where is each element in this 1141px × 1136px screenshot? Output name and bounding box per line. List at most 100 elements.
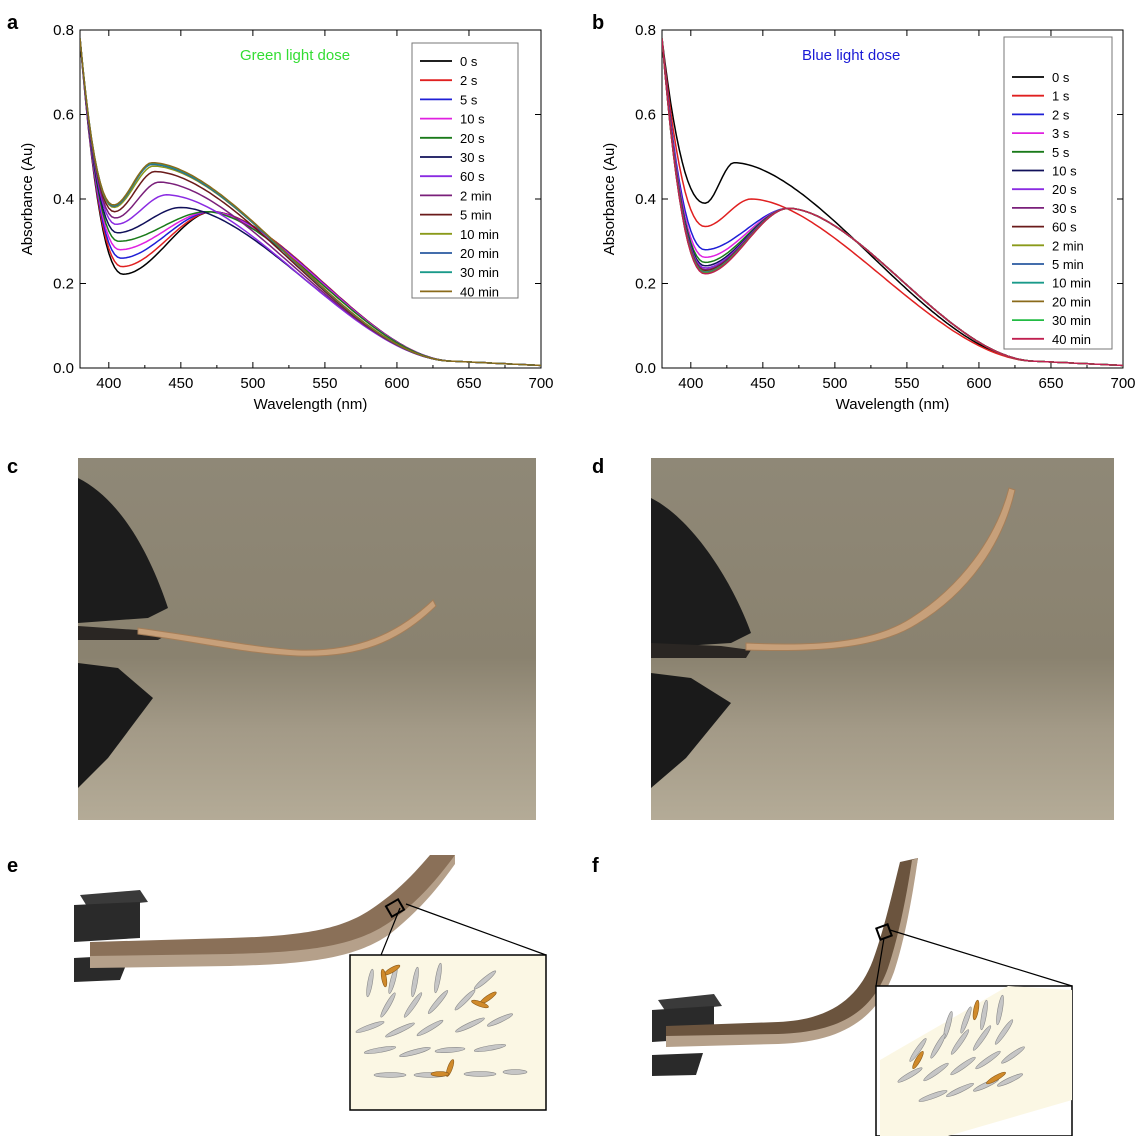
rod-molecule [434,962,442,994]
rod-molecule [980,999,988,1031]
zoom-line-right [889,929,1073,987]
rod-molecule [994,1019,1014,1045]
rod-molecule [930,1033,946,1059]
legend-label: 5 s [1052,145,1070,160]
rod-molecule [411,966,419,998]
legend-label: 10 s [460,112,485,127]
legend-label: 2 min [1052,238,1084,253]
y-tick-label: 0.8 [53,22,74,39]
clamp-upper-block [74,902,140,942]
bent-molecule [471,999,489,1009]
bent-molecule [972,999,980,1021]
rod-molecule [385,1022,415,1038]
rod-molecule [473,970,497,990]
film-side-face [90,855,455,968]
rod-molecule [950,1056,976,1076]
rod-molecule [416,1019,444,1037]
panel-letter-a: a [7,12,19,34]
film-strip [745,487,1016,652]
x-tick-label: 450 [168,375,193,392]
legend-label: 60 s [460,169,485,184]
molecular-rods [355,962,528,1078]
rod-molecule [403,992,423,1018]
zoom-line-left [875,937,885,987]
rod-molecule [366,968,374,998]
legend-label: 30 min [1052,313,1091,328]
clamp-upper [78,478,168,623]
rod-molecule [946,1082,974,1098]
clamp-lower-block [652,1053,703,1076]
series-line [80,38,541,367]
x-tick-label: 700 [528,375,553,392]
rod-molecule [473,1044,507,1052]
legend: 0 s 1 s 2 s 3 s 5 s 10 s 20 s 30 s 60 s 2 min 5 mi… [1003,36,1113,350]
x-tick-label: 550 [312,375,337,392]
x-tick-label: 600 [384,375,409,392]
series-line [662,38,1123,367]
legend-label: 0 s [1052,70,1070,85]
clamp-jaw [78,626,168,640]
y-tick-label: 0.2 [53,276,74,293]
rod-molecule [399,1046,431,1058]
rod-molecule [975,1050,1001,1070]
zoom-line-right [405,903,547,956]
panel-letter-c: c [7,456,19,478]
rod-molecule [427,990,449,1014]
panel-letter-d: d [592,456,605,478]
film-top-face [90,855,455,964]
rod-molecule [996,1073,1024,1087]
panel-letter-f: f [592,855,599,877]
legend-label: 5 min [1052,257,1084,272]
clamp-lower [78,663,153,788]
schematic-film-blue [652,858,1073,1136]
zoom-box [875,923,893,941]
x-tick-label: 450 [750,375,775,392]
x-tick-label: 650 [456,375,481,392]
rod-molecule [1001,1046,1025,1064]
legend-label: 2 s [460,73,478,88]
y-tick-label: 0.2 [635,276,656,293]
rod-molecule [972,1025,992,1051]
legend-label: 60 s [1052,220,1077,235]
film-top-face [666,858,918,1044]
rod-molecule [918,1090,948,1102]
legend-label: 5 min [460,208,492,223]
dose-annotation: Blue light dose [802,47,900,64]
rod-molecule [454,989,476,1011]
panel-letter-e: e [7,855,19,877]
rod-molecule [486,1013,514,1027]
legend-box [411,42,519,299]
series-group [662,38,1123,367]
series-group [80,38,541,367]
legend-label: 2 s [1052,107,1070,122]
rod-molecule [434,1046,466,1054]
x-tick-label: 650 [1038,375,1063,392]
x-tick-label: 600 [966,375,991,392]
legend-label: 0 s [460,54,478,69]
x-tick-label: 500 [240,375,265,392]
film-strip [137,599,437,657]
legend-label: 20 s [1052,182,1077,197]
photo-film-green [78,458,536,820]
rod-molecule [455,1017,485,1033]
y-tick-label: 0.8 [635,22,656,39]
clamp-upper [651,498,751,648]
rod-molecule [355,1021,385,1033]
rod-molecule [923,1062,949,1082]
clamp-jaw [651,643,751,658]
bent-molecule [430,1071,450,1077]
y-axis-label: Absorbance (Au) [601,143,618,256]
schematic-film-green [74,855,547,1111]
y-axis-label: Absorbance (Au) [19,143,36,256]
legend: 0 s 2 s 5 s 10 s 20 s 30 s 60 s 2 min 5 min 10 mi… [411,42,519,299]
y-tick-label: 0.0 [53,360,74,377]
rod-molecule [950,1029,970,1055]
x-axis-label: Wavelength (nm) [254,396,368,413]
dose-annotation: Green light dose [240,47,350,64]
rod-molecule [463,1071,497,1077]
photo-c-drawing [78,458,536,820]
legend-label: 2 min [460,188,492,203]
legend-label: 20 min [460,246,499,261]
molecular-inset [349,954,547,1111]
bent-molecule [380,968,388,988]
